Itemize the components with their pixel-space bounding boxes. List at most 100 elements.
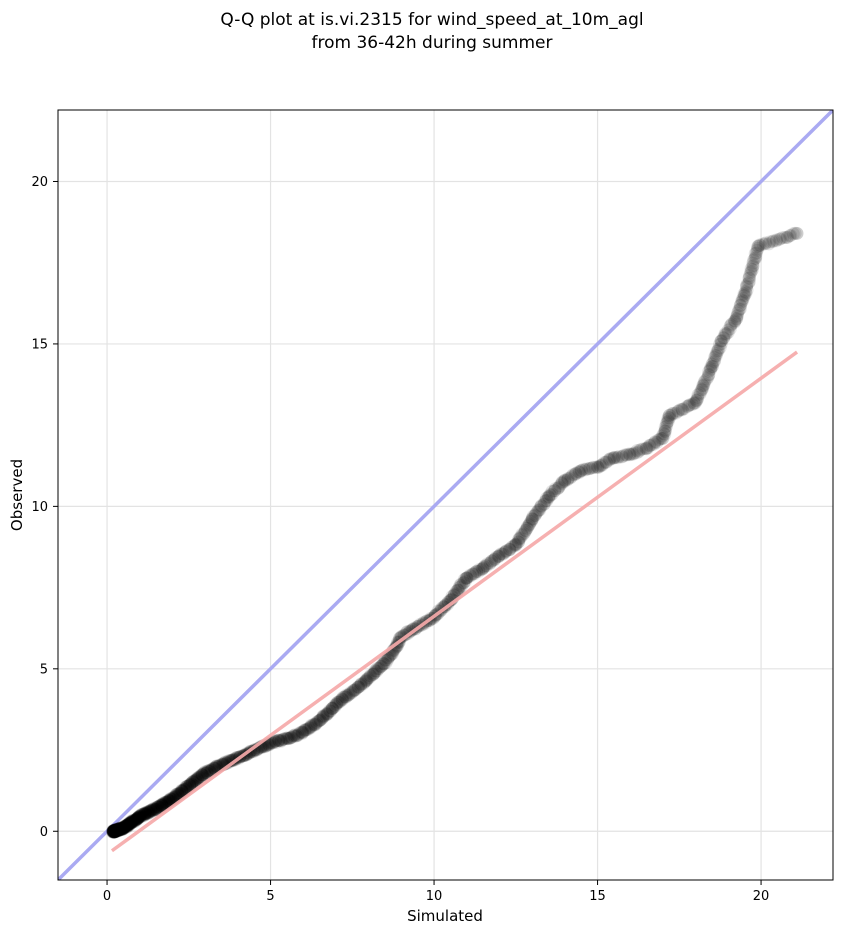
data-point [366, 667, 380, 681]
data-point [325, 702, 339, 716]
data-point [534, 499, 548, 513]
data-point [555, 477, 569, 491]
data-point [200, 766, 214, 780]
data-point [658, 423, 672, 437]
data-point [151, 800, 165, 814]
data-point [655, 432, 669, 446]
data-point [291, 728, 305, 742]
data-point [665, 407, 679, 421]
data-point [557, 475, 571, 489]
data-point [107, 824, 121, 838]
data-point [309, 717, 323, 731]
data-point [111, 823, 125, 837]
data-point [556, 475, 570, 489]
data-point [685, 398, 699, 412]
data-point [610, 450, 624, 464]
data-point [304, 718, 318, 732]
data-point [199, 766, 213, 780]
data-point [117, 821, 131, 835]
data-point [344, 686, 358, 700]
data-point [131, 810, 145, 824]
data-point [781, 230, 795, 244]
data-point [205, 762, 219, 776]
data-point [714, 334, 728, 348]
data-point [342, 688, 356, 702]
tail-point [715, 334, 729, 348]
data-point [521, 519, 535, 533]
data-point [141, 806, 155, 820]
data-point [171, 787, 185, 801]
data-point [106, 824, 120, 838]
data-point [111, 822, 125, 836]
data-point [110, 824, 124, 838]
data-point [132, 809, 146, 823]
data-point [543, 488, 557, 502]
x-tick-label: 10 [426, 889, 443, 904]
data-point [331, 695, 345, 709]
data-point [615, 450, 629, 464]
data-point [167, 790, 181, 804]
data-point [772, 232, 786, 246]
data-point [158, 796, 172, 810]
data-point [630, 444, 644, 458]
data-point [281, 731, 295, 745]
data-point [737, 289, 751, 303]
data-point [560, 473, 574, 487]
data-point [116, 821, 130, 835]
data-point [730, 310, 744, 324]
data-point [295, 725, 309, 739]
data-point [155, 799, 169, 813]
data-point [619, 448, 633, 462]
data-point [718, 328, 732, 342]
data-point [339, 690, 353, 704]
data-point [113, 823, 127, 837]
data-point [496, 547, 510, 561]
data-point [537, 497, 551, 511]
data-point [449, 584, 463, 598]
tail-point [476, 561, 490, 575]
x-axis-label: Simulated [407, 907, 483, 925]
data-point [573, 465, 587, 479]
data-point [748, 252, 762, 266]
data-point [321, 707, 335, 721]
data-point [333, 693, 347, 707]
data-point [174, 784, 188, 798]
data-point [112, 823, 126, 837]
data-point [319, 708, 333, 722]
data-point [647, 437, 661, 451]
data-point [734, 298, 748, 312]
data-point [108, 824, 122, 838]
data-point [127, 814, 141, 828]
data-point [128, 813, 142, 827]
data-point [296, 725, 310, 739]
data-point [156, 797, 170, 811]
data-point [363, 670, 377, 684]
data-point [569, 466, 583, 480]
data-point [732, 302, 746, 316]
data-point [107, 825, 121, 839]
data-point [729, 312, 743, 326]
data-point [304, 720, 318, 734]
data-point [602, 452, 616, 466]
data-point [542, 491, 556, 505]
data-point [151, 799, 165, 813]
data-point [109, 824, 123, 838]
y-tick-label: 20 [31, 175, 48, 190]
tail-point [790, 226, 804, 240]
data-point [107, 825, 121, 839]
data-point [542, 489, 556, 503]
data-point [759, 236, 773, 250]
data-point [633, 443, 647, 457]
data-point [153, 799, 167, 813]
data-point [361, 671, 375, 685]
data-point [788, 226, 802, 240]
data-point [342, 687, 356, 701]
data-point [122, 817, 136, 831]
data-point [628, 446, 642, 460]
data-point [125, 815, 139, 829]
data-point [175, 783, 189, 797]
data-point [519, 524, 533, 538]
data-point [511, 535, 525, 549]
data-point [708, 350, 722, 364]
data-point [709, 349, 723, 363]
